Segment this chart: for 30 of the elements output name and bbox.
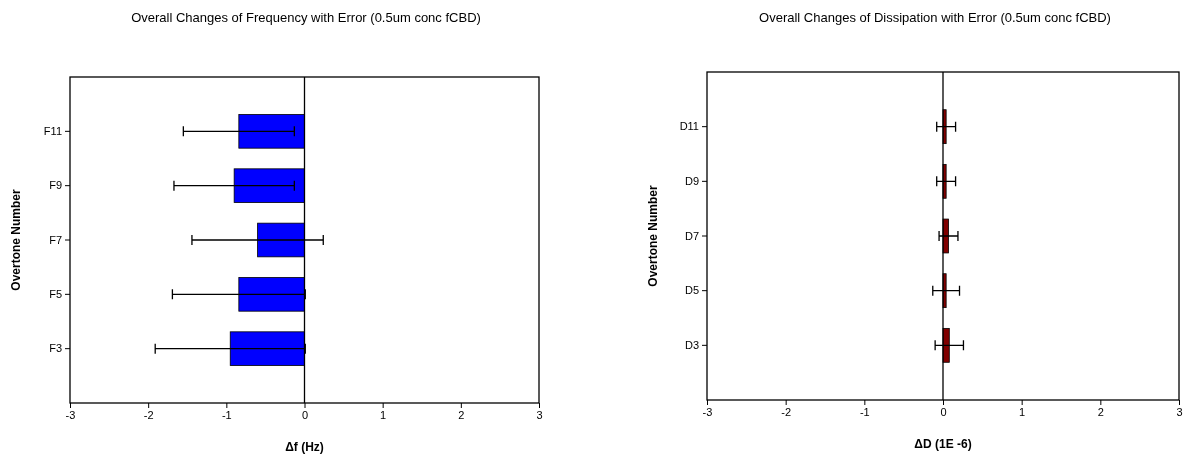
y-tick-label: F3 [49,342,62,355]
y-tick-label: D5 [684,284,699,297]
x-tick-label: 2 [1097,405,1104,418]
x-tick-label: -2 [143,408,154,421]
x-tick-label: 3 [1176,405,1183,418]
y-axis-title: Overtone Number [9,188,23,291]
y-tick-label: D3 [684,338,699,351]
x-tick-label: 0 [940,405,947,418]
x-tick-label: -2 [781,405,792,418]
y-tick-label: F11 [43,124,62,137]
x-tick-label: 1 [380,408,387,421]
y-tick-label: F5 [49,287,62,300]
y-tick-label: D9 [684,174,699,187]
x-tick-label: -3 [702,405,713,418]
y-tick-label: D7 [684,229,699,242]
x-axis-title: ΔD (1E -6) [914,437,972,451]
x-tick-label: -3 [65,408,76,421]
x-tick-label: 3 [536,408,543,421]
x-tick-label: 0 [301,408,309,421]
x-tick-label: 2 [458,408,465,421]
x-axis-title: Δf (Hz) [285,440,324,454]
x-tick-label: 1 [1019,405,1026,418]
y-axis-title: Overtone Number [646,184,660,287]
x-tick-label: -1 [221,408,232,421]
chart-title: Overall Changes of Frequency with Error (0.5um conc fCBD) [131,10,481,25]
y-tick-label: D11 [679,120,699,133]
chart-title: Overall Changes of Dissipation with Error (0.5um conc fCBD) [759,10,1111,25]
y-tick-label: F9 [49,179,62,192]
x-tick-label: -1 [859,405,870,418]
y-tick-label: F7 [49,233,62,246]
